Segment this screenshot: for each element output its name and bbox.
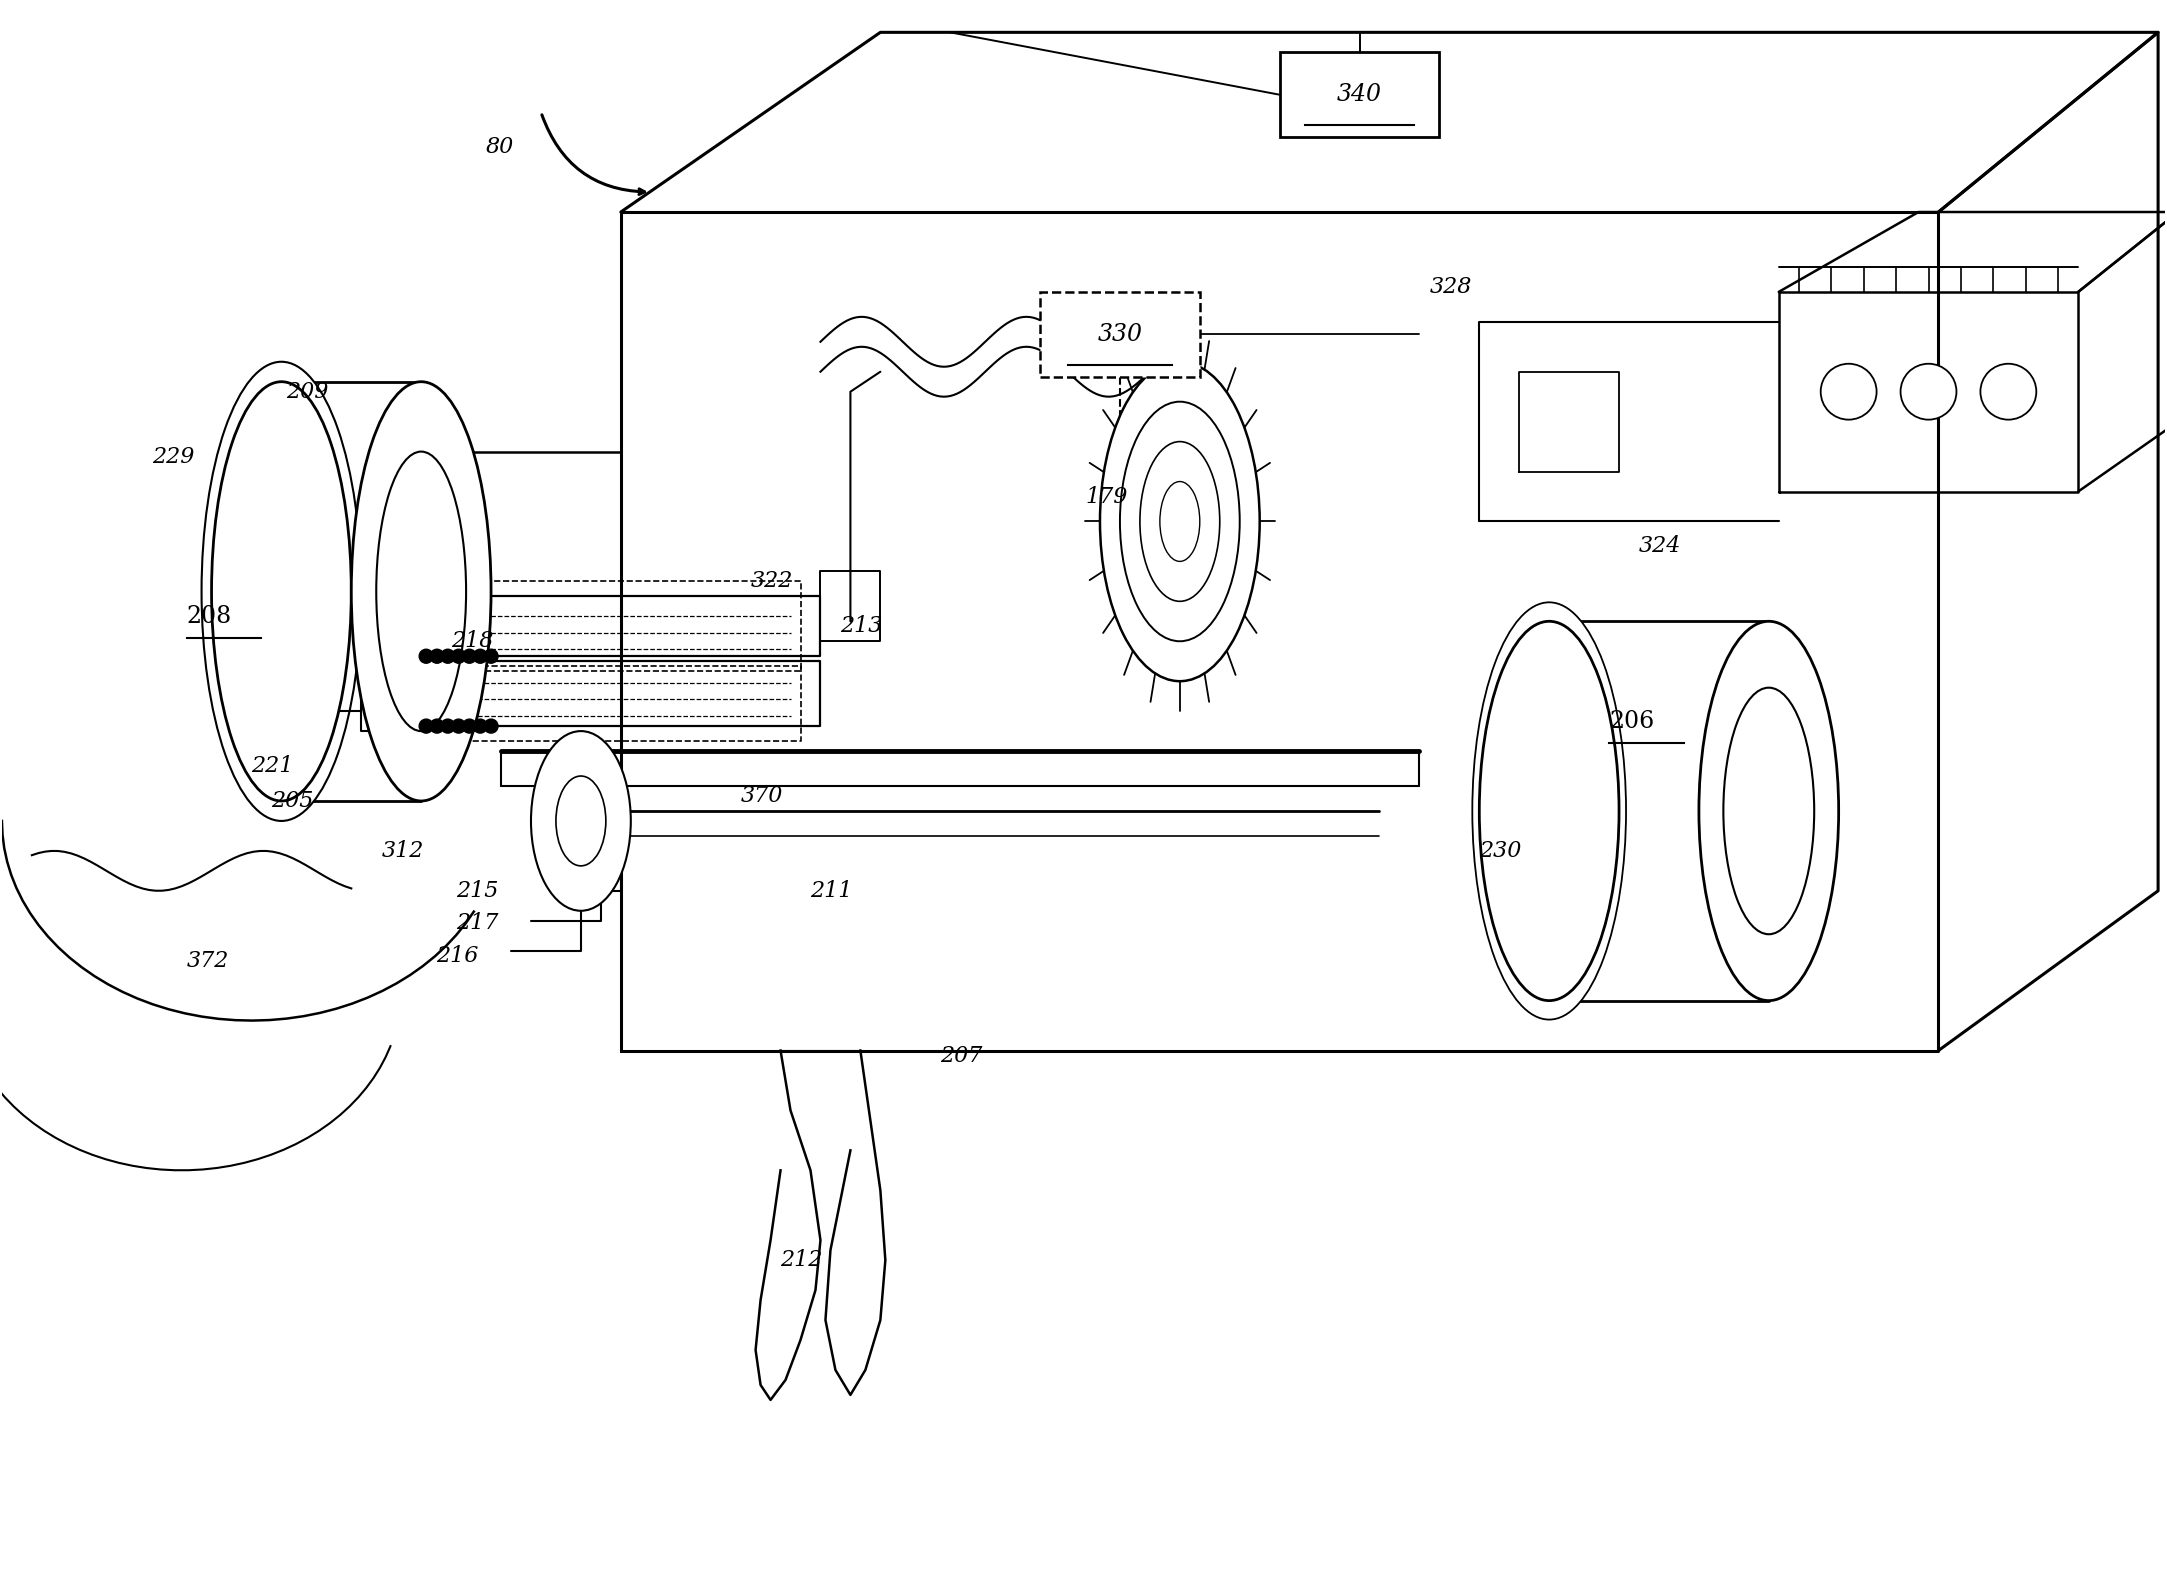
Text: 217: 217	[455, 911, 498, 933]
Circle shape	[451, 649, 466, 663]
Text: 324: 324	[1638, 536, 1682, 558]
Ellipse shape	[1723, 688, 1814, 935]
Text: 215: 215	[455, 880, 498, 902]
Ellipse shape	[1140, 441, 1220, 602]
Text: 322: 322	[750, 570, 793, 592]
Circle shape	[429, 649, 444, 663]
Text: 207: 207	[940, 1045, 982, 1067]
Circle shape	[472, 649, 488, 663]
Text: 179: 179	[1086, 485, 1127, 507]
Text: 213: 213	[841, 616, 882, 638]
Circle shape	[429, 720, 444, 734]
Circle shape	[1981, 364, 2037, 419]
Ellipse shape	[351, 382, 492, 801]
Bar	[1281, 52, 1439, 137]
Circle shape	[451, 720, 466, 734]
Text: 208: 208	[186, 605, 232, 628]
Text: 330: 330	[1097, 322, 1142, 346]
Text: 205: 205	[271, 790, 314, 812]
Text: 218: 218	[451, 630, 494, 652]
Circle shape	[462, 649, 477, 663]
Bar	[1040, 292, 1201, 377]
Text: 221: 221	[251, 756, 295, 778]
Circle shape	[462, 720, 477, 734]
Ellipse shape	[531, 731, 631, 911]
Circle shape	[418, 720, 433, 734]
Ellipse shape	[1120, 402, 1240, 641]
Text: 312: 312	[381, 840, 423, 862]
Circle shape	[440, 649, 455, 663]
Ellipse shape	[1159, 482, 1201, 561]
Text: 370: 370	[741, 786, 782, 807]
Circle shape	[1820, 364, 1877, 419]
Ellipse shape	[377, 451, 466, 731]
Text: 212: 212	[780, 1249, 823, 1271]
Text: 372: 372	[186, 950, 230, 972]
Circle shape	[1900, 364, 1957, 419]
Ellipse shape	[1471, 602, 1625, 1020]
Circle shape	[483, 649, 498, 663]
Text: 340: 340	[1337, 83, 1383, 107]
Text: 216: 216	[436, 944, 479, 966]
Ellipse shape	[1101, 361, 1259, 682]
Ellipse shape	[1699, 621, 1838, 1001]
Ellipse shape	[1480, 621, 1619, 1001]
Circle shape	[472, 720, 488, 734]
Text: 328: 328	[1430, 276, 1471, 298]
Ellipse shape	[212, 382, 351, 801]
Circle shape	[418, 649, 433, 663]
Text: 206: 206	[1610, 710, 1653, 732]
Circle shape	[483, 720, 498, 734]
Text: 211: 211	[810, 880, 854, 902]
Text: 80: 80	[485, 137, 514, 159]
Ellipse shape	[557, 776, 607, 866]
Circle shape	[440, 720, 455, 734]
Text: 229: 229	[152, 446, 195, 468]
Text: 209: 209	[286, 380, 329, 402]
Text: 230: 230	[1480, 840, 1521, 862]
Ellipse shape	[202, 361, 362, 822]
